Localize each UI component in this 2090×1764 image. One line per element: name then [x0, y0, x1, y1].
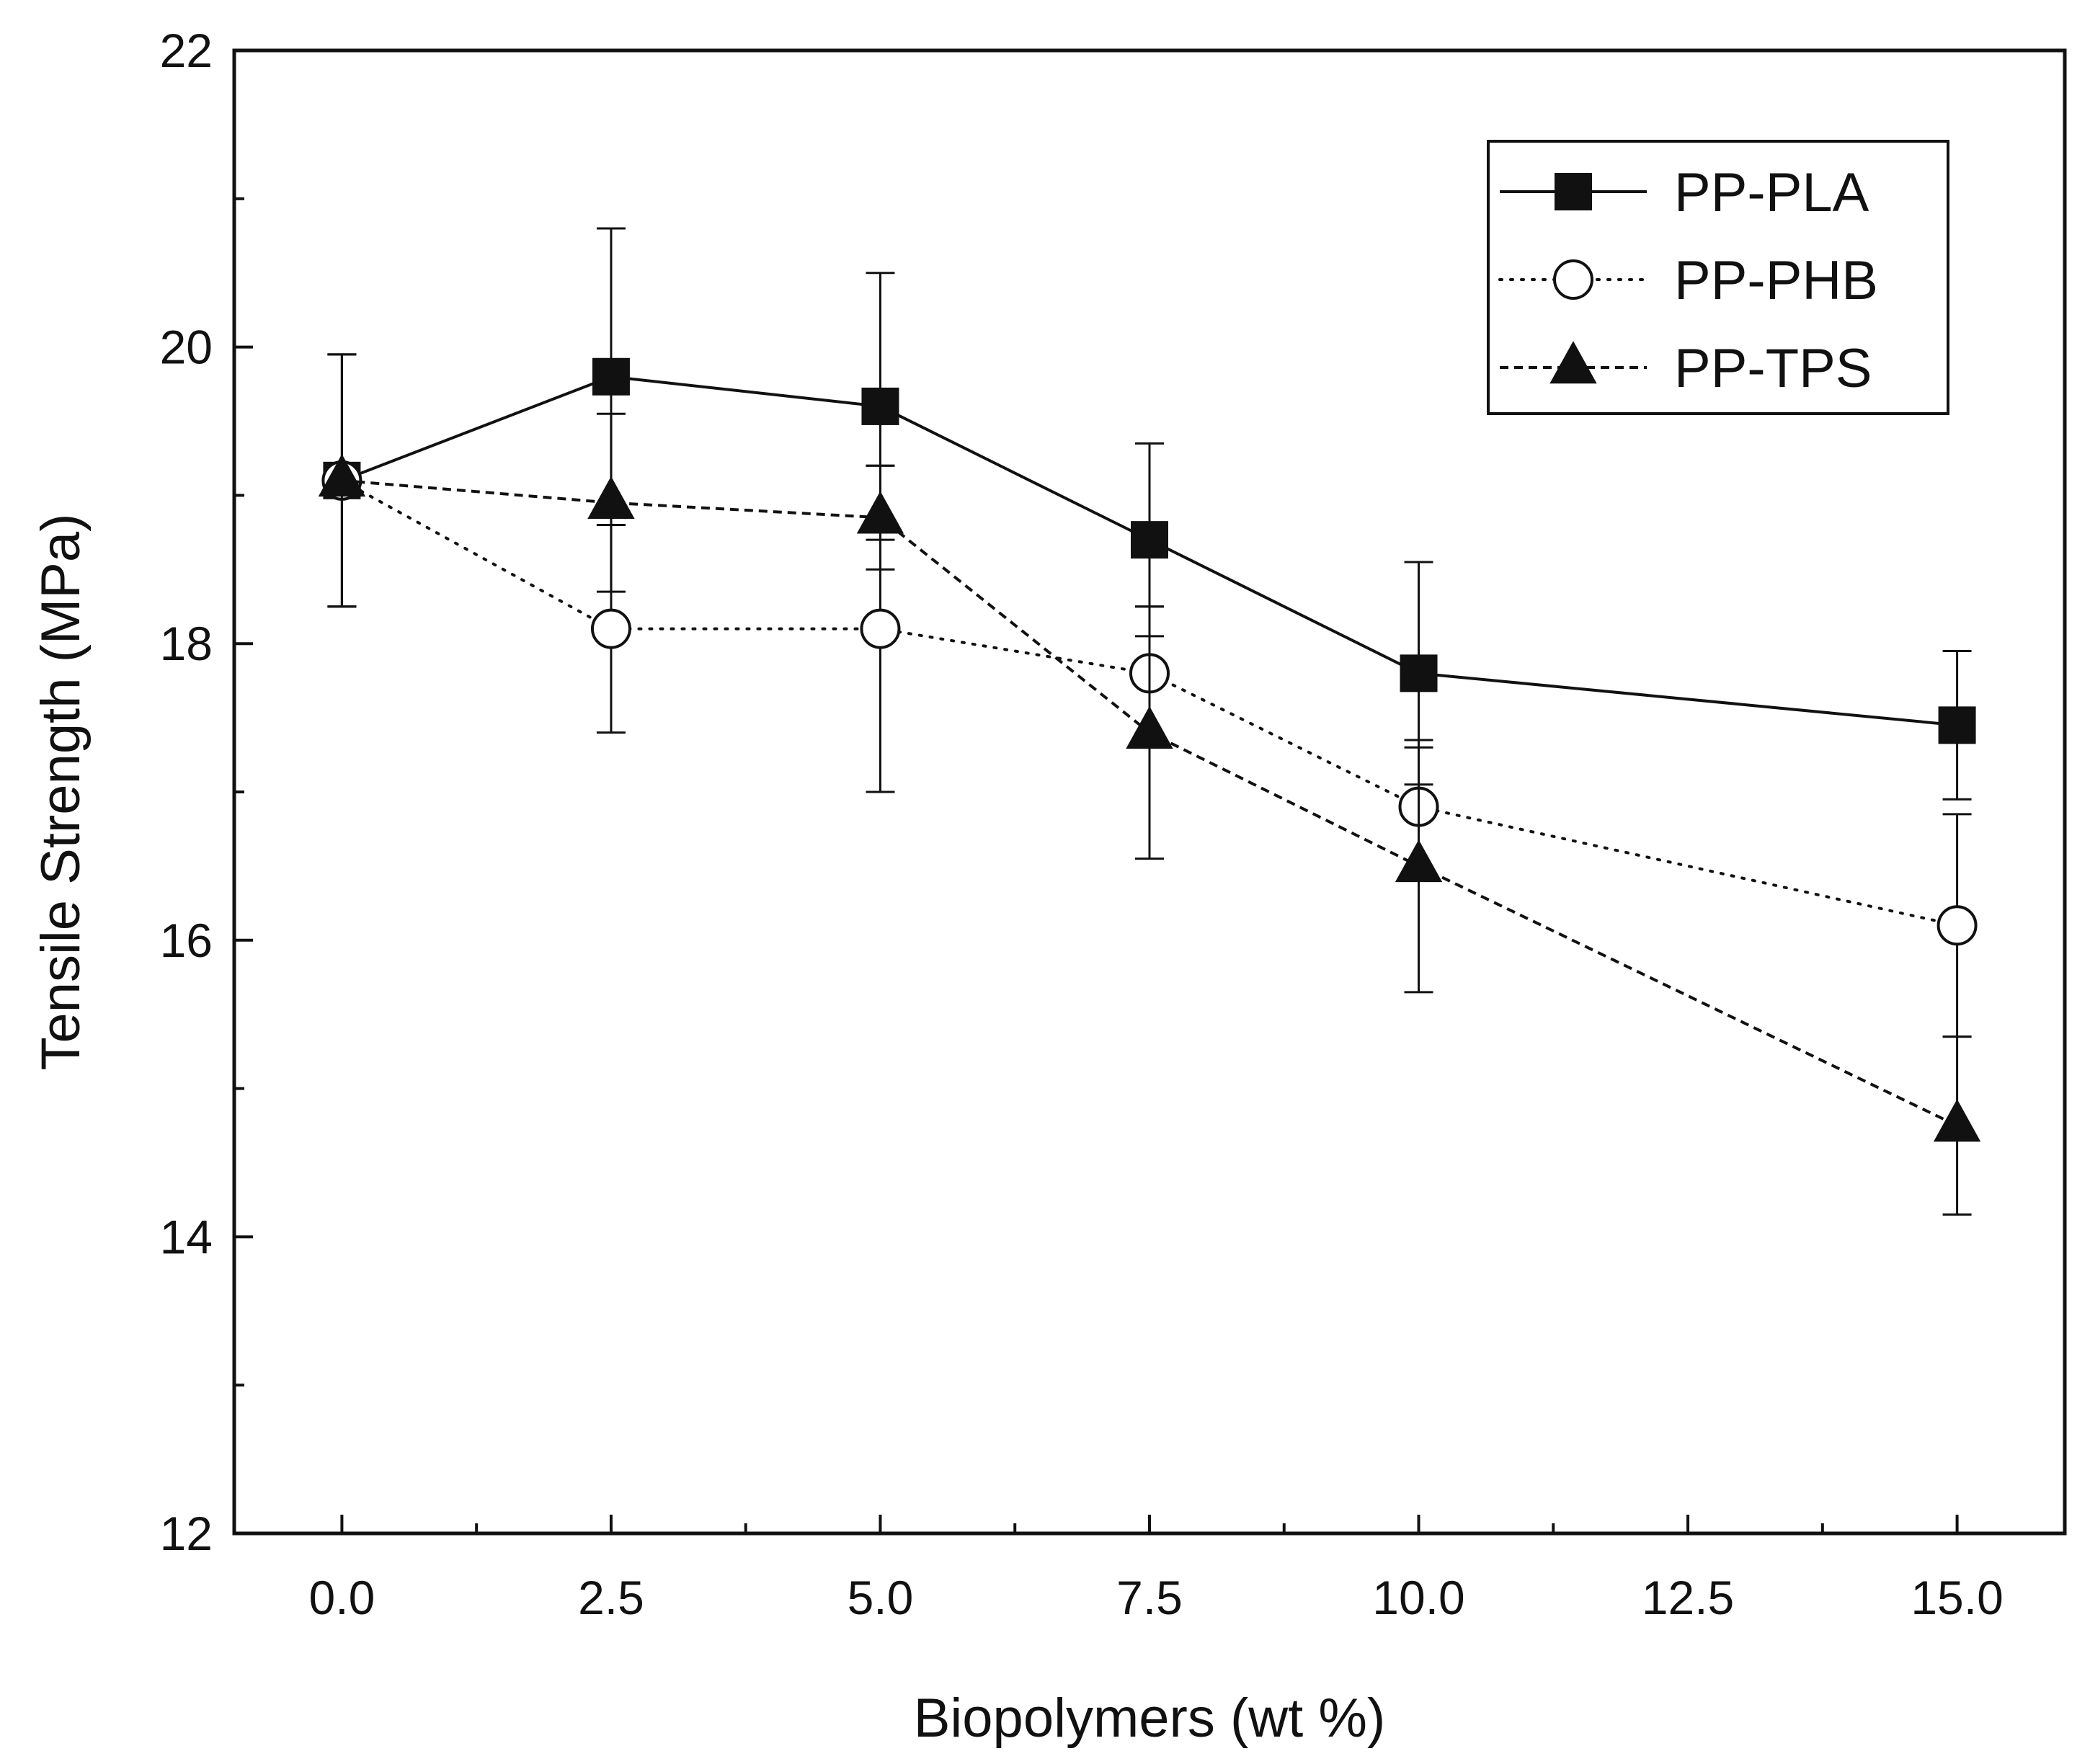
- series-line-phb: [340, 478, 1959, 927]
- data-point-phb: [590, 608, 631, 649]
- legend-label-tps: PP-TPS: [1674, 338, 1872, 399]
- data-point-tps: [1395, 839, 1443, 883]
- data-point-phb: [860, 608, 901, 649]
- data-point-phb: [1936, 905, 1978, 946]
- y-tick-label: 20: [160, 321, 213, 374]
- x-tick-label: 12.5: [1642, 1571, 1734, 1624]
- data-point-pla: [1131, 521, 1168, 559]
- plot-frame: [232, 48, 2067, 1536]
- y-tick-label: 12: [160, 1507, 213, 1560]
- x-tick-label: 7.5: [1116, 1571, 1183, 1624]
- data-point-tps: [1933, 1099, 1981, 1142]
- x-tick-label: 2.5: [578, 1571, 644, 1624]
- data-point-tps: [587, 476, 635, 519]
- x-tick-label: 5.0: [848, 1571, 914, 1624]
- x-tick-label: 15.0: [1911, 1571, 2003, 1624]
- data-point-pla: [1938, 706, 1976, 744]
- x-tick-label: 0.0: [309, 1571, 375, 1624]
- legend-label-phb: PP-PHB: [1674, 250, 1878, 311]
- y-tick-label: 18: [160, 617, 213, 670]
- legend-marker-phb: [1553, 259, 1593, 300]
- y-tick-label: 22: [160, 24, 213, 77]
- data-point-tps: [1126, 705, 1173, 749]
- data-point-tps: [856, 491, 904, 534]
- legend-marker-pla: [1555, 173, 1592, 210]
- data-point-pla: [1400, 654, 1438, 692]
- x-tick-label: 10.0: [1372, 1571, 1464, 1624]
- y-tick-label: 14: [160, 1210, 213, 1263]
- series-tps: [318, 353, 1981, 1216]
- data-series: [318, 227, 1981, 1216]
- data-point-pla: [592, 357, 630, 396]
- x-axis-title: Biopolymers (wt %): [914, 1688, 1386, 1749]
- legend-label-pla: PP-PLA: [1674, 162, 1869, 223]
- legend-marker-tps: [1549, 341, 1597, 384]
- data-point-pla: [861, 387, 899, 425]
- series-line-tps: [342, 478, 1958, 1127]
- y-axis-title: Tensile Strength (MPa): [30, 514, 92, 1071]
- legend: PP-PLA PP-PHB PP-TPS: [1487, 140, 1949, 415]
- series-line-pla: [341, 375, 1957, 727]
- axis-ticks: 12 14 16 18 20 22 0.0 2.5 5.0 7.5 10.0 12.5 15.0: [160, 24, 2004, 1624]
- y-tick-label: 16: [160, 914, 213, 967]
- data-point-tps: [318, 454, 366, 497]
